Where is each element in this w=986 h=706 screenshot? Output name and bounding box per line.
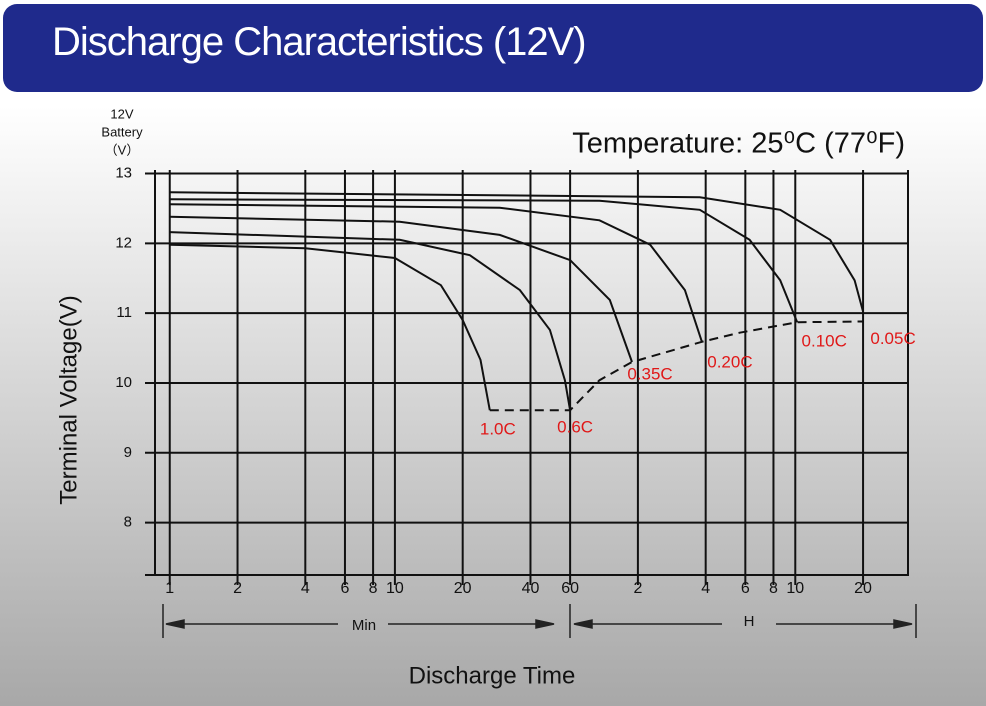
y-unit-label: 12V <box>110 106 133 121</box>
x-tick-label: 6 <box>341 580 350 597</box>
x-group-label: H <box>744 613 755 630</box>
y-tick-label: 12 <box>115 234 132 251</box>
series-label: 0.10C <box>802 332 847 351</box>
y-tick-label: 10 <box>115 374 132 391</box>
x-tick-label: 2 <box>233 580 242 597</box>
x-tick-label: 1 <box>165 580 174 597</box>
y-tick-label: 8 <box>124 514 132 531</box>
series-label: 0.35C <box>627 365 672 384</box>
x-group-label: Min <box>352 617 376 634</box>
discharge-curve <box>169 198 799 323</box>
chart-title: Discharge Characteristics (12V) <box>52 20 587 64</box>
x-axis-title: Discharge Time <box>409 662 576 689</box>
x-tick-label: 4 <box>301 580 310 597</box>
title-bar <box>3 4 983 92</box>
cutoff-line <box>489 320 864 412</box>
series-label: 0.05C <box>870 329 915 348</box>
y-tick-label: 9 <box>124 444 132 461</box>
x-tick-label: 20 <box>854 580 872 597</box>
discharge-curve <box>169 215 633 363</box>
x-tick-label: 40 <box>522 580 540 597</box>
x-tick-label: 4 <box>701 580 710 597</box>
x-tick-label: 6 <box>741 580 750 597</box>
y-unit-label: Battery <box>101 124 143 139</box>
series-label: 0.6C <box>557 418 593 437</box>
discharge-curve <box>169 231 572 411</box>
series-label: 1.0C <box>480 420 516 439</box>
x-tick-label: 2 <box>633 580 642 597</box>
x-tick-label: 8 <box>769 580 778 597</box>
x-tick-label: 8 <box>369 580 378 597</box>
y-tick-label: 13 <box>115 164 132 181</box>
x-tick-label: 60 <box>561 580 579 597</box>
x-tick-label: 20 <box>454 580 472 597</box>
y-tick-label: 11 <box>116 304 132 321</box>
x-tick-label: 10 <box>386 580 404 597</box>
y-unit-label: （V） <box>105 142 140 157</box>
annotation: Temperature: 25⁰C (77⁰F) <box>572 128 905 160</box>
discharge-curve <box>169 203 703 343</box>
y-axis-title: Terminal Voltage(V) <box>55 295 82 504</box>
plot-frame <box>154 170 909 576</box>
discharge-curve <box>169 191 865 313</box>
x-tick-label: 10 <box>786 580 804 597</box>
series-label: 0.20C <box>707 352 752 371</box>
range-brackets <box>162 604 917 638</box>
discharge-curve <box>169 243 491 411</box>
